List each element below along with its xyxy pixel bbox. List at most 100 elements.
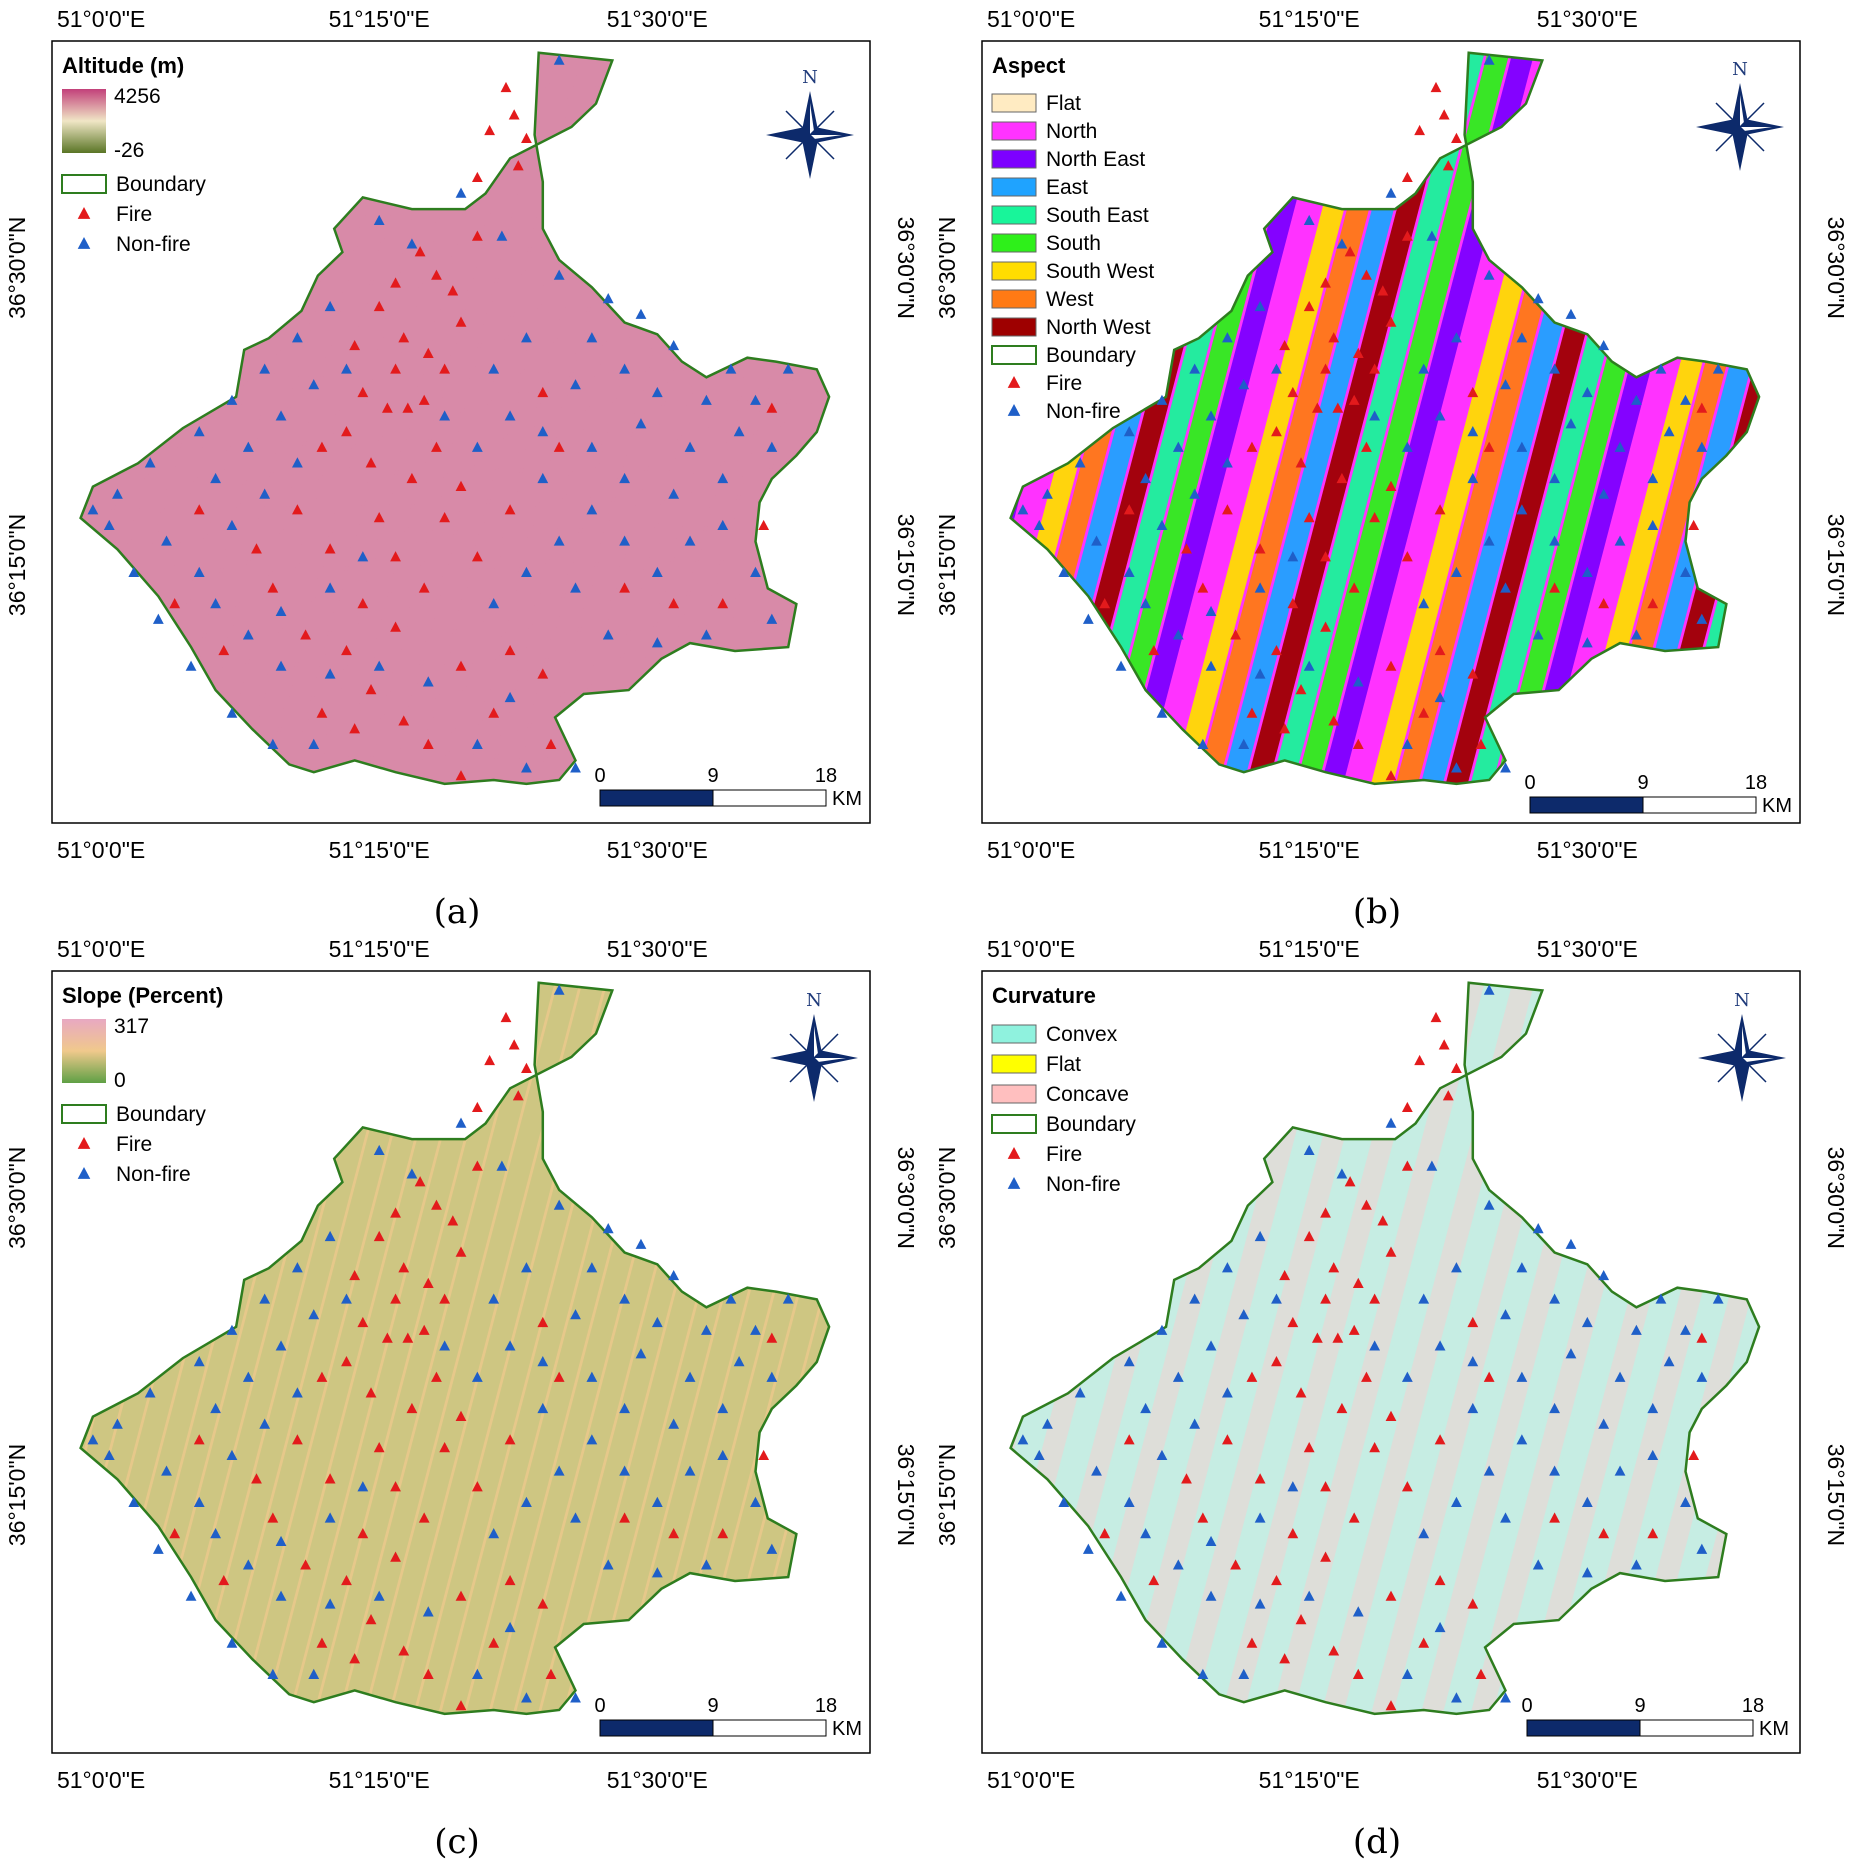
non-fire-point bbox=[210, 1402, 221, 1414]
fire-point bbox=[349, 339, 361, 351]
non-fire-point bbox=[275, 1590, 287, 1601]
fire-point bbox=[545, 738, 557, 749]
non-fire-point bbox=[1614, 441, 1626, 452]
scale-bar-label: 18 bbox=[815, 765, 837, 787]
fire-point bbox=[357, 386, 369, 398]
non-fire-point bbox=[275, 1340, 287, 1351]
non-fire-point bbox=[1123, 566, 1135, 577]
longitude-label-top: 51°0'0"E bbox=[57, 6, 145, 32]
non-fire-point bbox=[1385, 1117, 1397, 1128]
non-fire-point bbox=[1565, 1348, 1577, 1359]
scale-bar-label: 0 bbox=[1521, 1695, 1532, 1717]
raster-band bbox=[679, 52, 830, 784]
fire-point bbox=[439, 363, 451, 374]
scale-bar-dark bbox=[600, 1720, 713, 1736]
non-fire-point bbox=[267, 1668, 279, 1679]
fire-point bbox=[484, 1054, 496, 1066]
fire-point bbox=[418, 394, 430, 405]
fire-point bbox=[267, 1512, 279, 1523]
scale-bar-label: 18 bbox=[815, 1695, 837, 1717]
latitude-label-left: 36°30'0"N bbox=[934, 217, 960, 319]
fire-point bbox=[357, 598, 369, 609]
non-fire-point bbox=[1205, 410, 1217, 421]
fire-point bbox=[365, 1614, 377, 1625]
legend-item-label: Non-fire bbox=[1046, 400, 1121, 423]
scale-bar-unit: KM bbox=[832, 788, 862, 810]
non-fire-point bbox=[1156, 707, 1168, 718]
fire-point bbox=[1287, 386, 1299, 398]
fire-point bbox=[1303, 300, 1315, 312]
non-fire-point bbox=[373, 214, 385, 226]
non-fire-point bbox=[1140, 472, 1151, 484]
non-fire-point bbox=[1631, 1559, 1642, 1570]
non-fire-point bbox=[619, 1465, 630, 1476]
fire-point bbox=[1434, 1434, 1446, 1445]
legend-boundary-swatch bbox=[61, 1104, 107, 1124]
non-fire-point bbox=[1189, 1418, 1201, 1429]
non-fire-point bbox=[242, 629, 254, 640]
fire-point bbox=[1647, 598, 1659, 609]
non-fire-point bbox=[1598, 339, 1610, 351]
fire-point bbox=[537, 386, 549, 398]
legend-item-label: South bbox=[1046, 232, 1101, 255]
non-fire-point bbox=[1598, 1418, 1610, 1429]
non-fire-point bbox=[496, 230, 508, 241]
non-fire-point bbox=[455, 187, 467, 198]
fire-point bbox=[1361, 1199, 1372, 1210]
non-fire-point bbox=[504, 410, 516, 421]
arrow-south-ray bbox=[805, 1058, 823, 1102]
non-fire-point bbox=[210, 1528, 221, 1539]
non-fire-point bbox=[1222, 332, 1233, 343]
non-fire-point bbox=[717, 1449, 729, 1461]
fire-point bbox=[1401, 1481, 1413, 1492]
non-fire-point bbox=[1123, 1496, 1135, 1507]
fire-point bbox=[553, 441, 565, 452]
fire-point bbox=[193, 1434, 205, 1445]
non-fire-point bbox=[684, 1371, 696, 1382]
non-fire-point bbox=[242, 1559, 254, 1570]
legend-swatch bbox=[991, 205, 1037, 225]
non-fire-point bbox=[668, 1418, 680, 1429]
fire-point bbox=[1230, 1559, 1241, 1570]
non-fire-point bbox=[1614, 1371, 1626, 1382]
longitude-label-top: 51°15'0"E bbox=[1259, 936, 1360, 962]
fire-point bbox=[500, 81, 512, 93]
latitude-label-right: 36°15'0"N bbox=[1823, 1444, 1849, 1546]
scale-bar-label: 9 bbox=[707, 765, 718, 787]
non-fire-point bbox=[668, 488, 680, 499]
non-fire-point bbox=[275, 410, 287, 421]
legend-swatch bbox=[991, 261, 1037, 281]
non-fire-point bbox=[341, 1293, 352, 1304]
non-fire-point bbox=[1614, 1465, 1626, 1476]
scale-bar-label: 9 bbox=[707, 1695, 718, 1717]
non-fire-point bbox=[602, 629, 614, 640]
non-fire-point bbox=[1042, 488, 1053, 499]
legend-swatch bbox=[991, 233, 1037, 253]
non-fire-point bbox=[1271, 363, 1282, 374]
non-fire-point bbox=[553, 1199, 565, 1210]
legend-item-label: East bbox=[1046, 176, 1088, 199]
non-fire-point bbox=[570, 1309, 581, 1320]
legend-swatch bbox=[991, 121, 1037, 141]
fire-point bbox=[545, 1668, 557, 1679]
fire-point bbox=[218, 1574, 230, 1586]
fire-point bbox=[357, 1528, 369, 1539]
non-fire-point bbox=[242, 1371, 254, 1382]
latitude-label-left: 36°15'0"N bbox=[4, 1444, 30, 1546]
raster-band bbox=[1111, 982, 1339, 1714]
fire-point bbox=[439, 1442, 451, 1453]
legend-non-fire-icon bbox=[77, 1167, 91, 1179]
fire-point bbox=[758, 1449, 770, 1461]
fire-point bbox=[717, 1528, 729, 1539]
fire-point bbox=[1320, 1551, 1331, 1562]
fire-point bbox=[455, 1700, 467, 1711]
non-fire-point bbox=[226, 394, 238, 405]
non-fire-point bbox=[1500, 1512, 1511, 1523]
non-fire-point bbox=[1205, 660, 1217, 671]
raster-band bbox=[1609, 982, 1760, 1714]
non-fire-point bbox=[1238, 1668, 1250, 1679]
legend-swatch bbox=[991, 1024, 1037, 1044]
non-fire-point bbox=[103, 1449, 115, 1461]
fire-point bbox=[1328, 1645, 1340, 1656]
non-fire-point bbox=[128, 1496, 140, 1507]
